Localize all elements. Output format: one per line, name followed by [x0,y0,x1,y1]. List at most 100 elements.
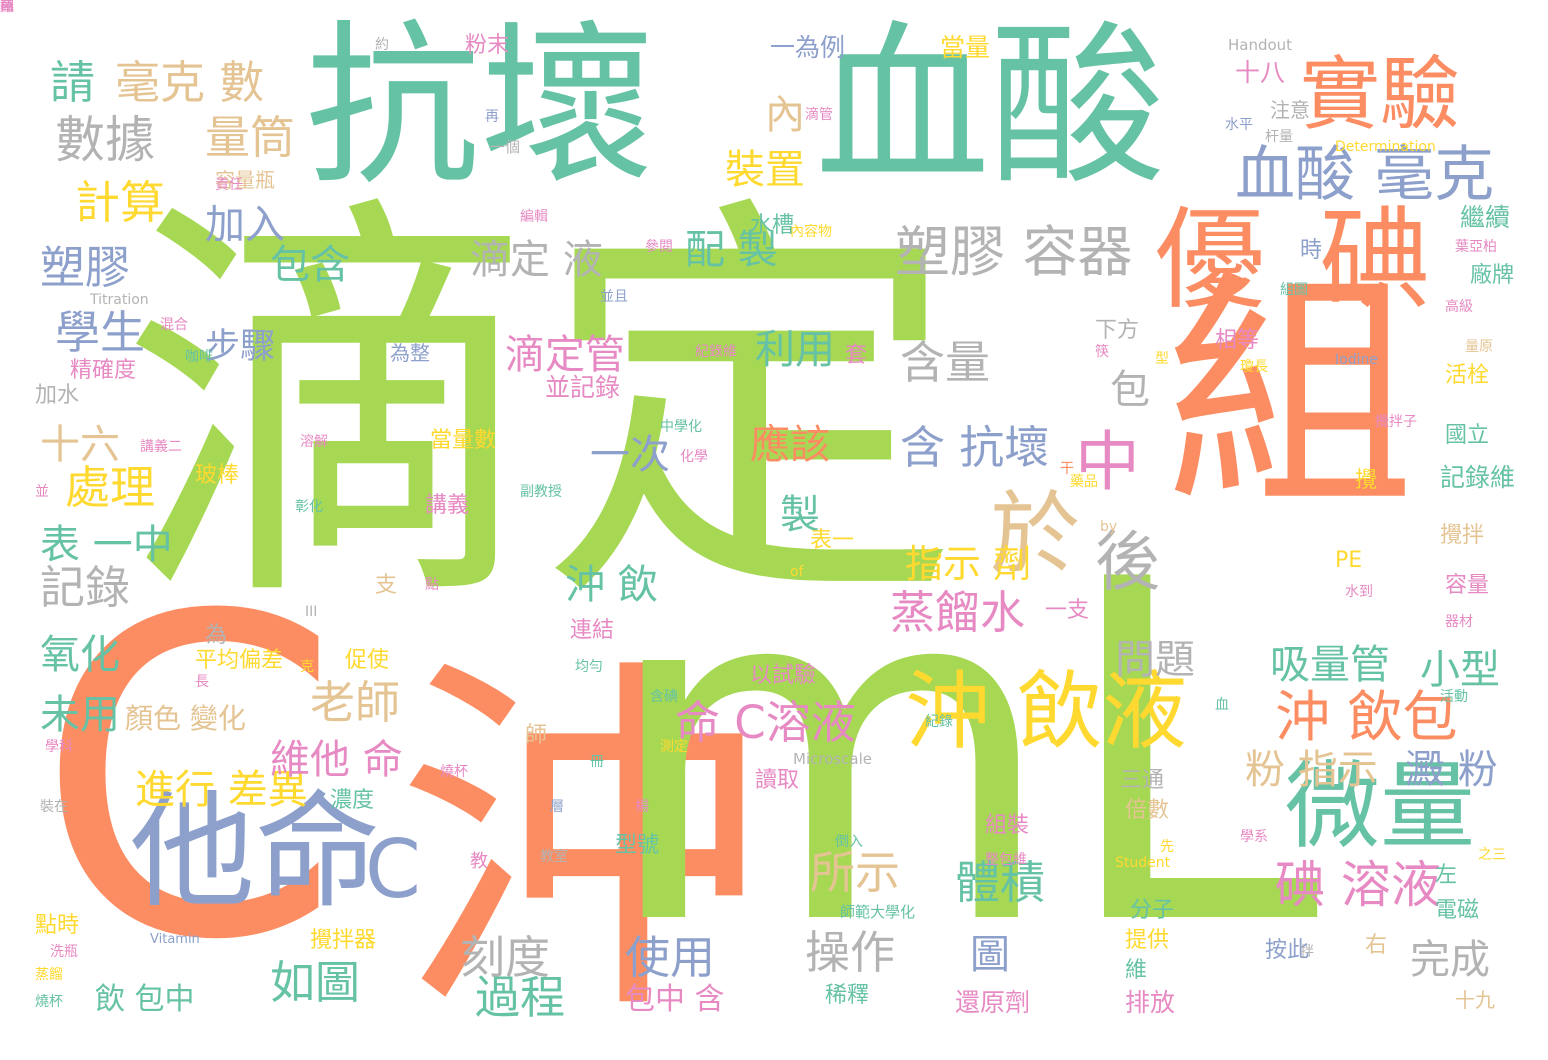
word-cloud-word: 小型 [1420,647,1500,693]
word-cloud-word: 中 [1075,425,1141,500]
word-cloud-word: 滴定 液 [470,237,603,283]
word-cloud-word: 型號 [615,833,660,858]
word-cloud-word: 內容物 [790,224,832,240]
word-cloud-word: 師範大學化 [840,903,916,921]
word-cloud-word: 當量數 [430,428,497,453]
word-cloud-word: 副教授 [520,484,562,500]
word-cloud-word: 混合 [160,317,188,333]
word-cloud-word: 均勻 [575,659,603,675]
word-cloud-word: 包含 [270,242,350,288]
word-cloud-word: 稀釋 [825,983,870,1008]
word-cloud-word: 蒸餾 [35,967,63,983]
word-cloud-word: 講義 [425,493,470,518]
word-cloud-word: 長 [195,674,209,690]
word-cloud-word: 老師 [310,676,401,729]
word-cloud-word: 表一 [810,528,855,553]
word-cloud-word: 表 一中 [40,522,173,568]
word-cloud-word: 再 [485,109,499,125]
word-cloud-word: 組 [1165,249,1415,540]
word-cloud-word: 左 [1435,863,1458,888]
word-cloud-word: 組圖 [1280,282,1308,298]
word-cloud-word: 利用 [755,327,835,373]
word-cloud-word: 體積 [955,856,1046,909]
word-cloud-word: 指示 劑 [905,542,1032,586]
word-cloud-word: 以試驗 [750,663,817,688]
word-cloud-word: 參閱 [645,239,673,255]
word-cloud-word: Handout [1228,36,1293,54]
word-cloud-word: 棒 [0,0,14,15]
word-cloud-word: 咖啡 [185,349,213,365]
word-cloud-word: 血酸 [815,6,1165,209]
word-cloud-word: 測定 [660,739,688,755]
word-cloud-word: 相等 [1215,328,1260,353]
word-cloud-word: 圖 [970,932,1010,978]
word-cloud-word: Microscale [793,750,873,768]
word-cloud-word: 他命 [130,780,380,925]
word-cloud-word: 促使 [345,648,390,673]
word-cloud-word: 活動 [1440,689,1468,705]
word-cloud-word: 水平 [1225,117,1253,133]
word-cloud-word: 加水 [35,383,80,408]
word-cloud-word: 澱 粉 [1405,747,1498,793]
word-cloud-word: 高級 [1445,299,1473,315]
word-cloud-word: 血 [1215,697,1229,713]
word-cloud-word: 十九 [1455,988,1495,1012]
word-cloud-word: Student [1115,855,1171,871]
word-cloud-word: 一支 [1045,598,1090,623]
word-cloud-word: mL [600,481,1320,1028]
word-cloud-word: 連結 [570,618,615,643]
word-cloud-word: 計算 [75,176,166,229]
word-cloud-word: 所示 [810,846,901,899]
word-cloud-word: 吸量管 [1270,642,1390,688]
word-cloud-word: 容量瓶 [215,168,275,192]
word-cloud-word: 為 [205,623,228,648]
word-cloud-word: 內 [765,92,805,138]
word-cloud-word: 一個 [490,138,521,156]
word-cloud-word: 包 [1110,367,1150,413]
word-cloud-word: 步驟 [205,327,276,367]
word-cloud-word: 如圖 [270,956,361,1009]
word-cloud-word: 完成 [1410,937,1490,983]
word-cloud-word: PE [1335,548,1363,573]
word-cloud-word: 繼續 [1460,203,1511,232]
word-cloud-word: 中學化 [660,419,702,435]
word-cloud-word: 組裝 [985,813,1030,838]
word-cloud-word: 蒸餾水 [890,586,1026,639]
word-cloud-word: 沖 飲包 [1275,685,1458,749]
word-cloud-word: 學科 [45,739,73,755]
word-cloud-word: 記錄維 [1440,463,1516,492]
word-cloud-word: 學生 [55,306,146,359]
word-cloud-word: 還原劑 [955,988,1031,1017]
word-cloud-word: 問題 [1115,637,1195,683]
word-cloud-word: 量原 [1465,339,1493,355]
word-cloud-word: 於 [990,482,1080,587]
word-cloud-word: Vitamin [150,932,200,947]
word-cloud-word: 含碘 [650,689,678,705]
word-cloud-word: 數據 [55,111,155,169]
word-cloud-word: 裝在 [40,799,68,815]
word-cloud-word: 當量 [940,33,991,62]
word-cloud-word: 克 [300,659,314,675]
word-cloud-word: 未用 [40,692,120,738]
word-cloud-word: 請 [50,56,96,109]
word-cloud-word: 後 [1095,525,1161,600]
word-cloud-word: 攪拌器 [310,928,377,953]
word-cloud-word: 處理 [65,461,156,514]
word-cloud-word: 精確度 [70,358,137,383]
word-cloud-word: 記錄 [40,561,131,614]
word-cloud-word: 紀錄維 [695,344,737,360]
word-cloud-word: 血酸 毫克 [1235,140,1495,210]
word-cloud-word: 排放 [1125,988,1176,1017]
word-cloud-word: 抗壞 [305,6,655,209]
word-cloud-word: 滴定管 [505,332,625,378]
word-cloud-word: 優 [1155,196,1265,324]
word-cloud-word: C [365,823,421,916]
word-cloud-word: 一為例 [770,33,846,62]
word-cloud-word: 燒杯 [440,764,468,780]
word-cloud-word: 水槽 [750,213,795,238]
word-cloud-word: 使用 [625,931,716,984]
word-cloud-word: 並且 [600,289,628,305]
word-cloud-word: 水到 [1345,584,1373,600]
word-cloud-word: 倒入 [835,834,863,850]
